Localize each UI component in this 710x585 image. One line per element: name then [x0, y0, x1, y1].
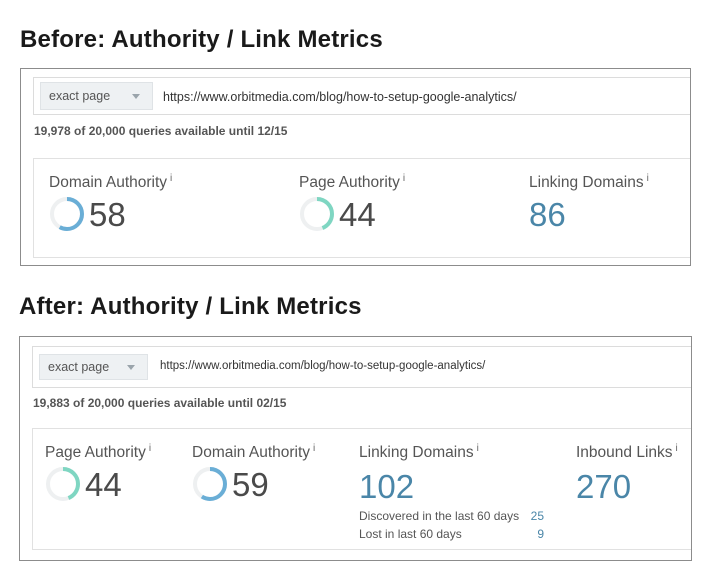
metric-value: 44	[85, 465, 122, 503]
scope-label: exact page	[48, 360, 110, 374]
after-heading: After: Authority / Link Metrics	[19, 293, 362, 320]
chevron-down-icon	[127, 365, 135, 370]
info-icon[interactable]: i	[402, 173, 406, 184]
after-metric-inbound-links: Inbound Links i 270	[576, 443, 678, 503]
before-quota-text: 19,978 of 20,000 queries available until…	[34, 124, 288, 138]
after-metric-page-authority: Page Authority i 44	[45, 443, 151, 502]
before-url-input[interactable]: https://www.orbitmedia.com/blog/how-to-s…	[163, 90, 517, 104]
info-icon[interactable]: i	[313, 443, 316, 454]
metric-value: 270	[576, 468, 632, 506]
metric-label: Page Authority	[299, 174, 400, 192]
metric-value: 44	[339, 195, 376, 233]
metric-label: Inbound Links	[576, 444, 673, 462]
metric-label: Page Authority	[45, 444, 146, 462]
scope-label: exact page	[49, 89, 111, 103]
before-metric-domain-authority: Domain Authority i 58	[49, 173, 172, 232]
metric-value: 102	[359, 468, 415, 506]
info-icon[interactable]: i	[675, 443, 678, 454]
score-ring-icon	[50, 197, 84, 232]
before-heading: Before: Authority / Link Metrics	[20, 26, 383, 53]
metric-value: 58	[89, 195, 126, 233]
before-metric-page-authority: Page Authority i 44	[299, 173, 405, 232]
score-ring-icon	[193, 467, 227, 502]
info-icon[interactable]: i	[170, 173, 173, 184]
after-panel: exact page https://www.orbitmedia.com/bl…	[19, 336, 692, 561]
score-ring-icon	[300, 197, 334, 232]
before-metrics-box: Domain Authority i 58 Page Authority i 44 …	[33, 158, 690, 258]
lost-row: Lost in last 60 days 9	[359, 527, 544, 541]
after-metric-domain-authority: Domain Authority i 59	[192, 443, 315, 502]
after-quota-text: 19,883 of 20,000 queries available until…	[33, 396, 287, 410]
before-panel: exact page https://www.orbitmedia.com/bl…	[20, 68, 691, 266]
info-icon[interactable]: i	[476, 443, 479, 454]
before-scope-dropdown[interactable]: exact page	[40, 82, 153, 110]
lost-value[interactable]: 9	[537, 527, 544, 542]
metric-value: 59	[232, 465, 269, 503]
info-icon[interactable]: i	[646, 173, 649, 184]
metric-label: Linking Domains	[359, 444, 474, 462]
discovered-label: Discovered in the last 60 days	[359, 509, 520, 524]
after-search-bar: exact page https://www.orbitmedia.com/bl…	[32, 346, 691, 388]
metric-label: Domain Authority	[192, 444, 311, 462]
chevron-down-icon	[132, 94, 140, 99]
metric-label: Domain Authority	[49, 174, 168, 192]
discovered-row: Discovered in the last 60 days 25	[359, 509, 544, 523]
before-search-bar: exact page https://www.orbitmedia.com/bl…	[33, 77, 690, 115]
score-ring-icon	[46, 467, 80, 502]
after-metric-linking-domains: Linking Domains i 102 Discovered in the l…	[359, 443, 544, 541]
after-metrics-box: Page Authority i 44 Domain Authority i 59 …	[32, 428, 691, 550]
discovered-value[interactable]: 25	[530, 509, 544, 524]
after-scope-dropdown[interactable]: exact page	[39, 354, 148, 380]
info-icon[interactable]: i	[148, 443, 152, 454]
lost-label: Lost in last 60 days	[359, 527, 462, 542]
before-metric-linking-domains: Linking Domains i 86	[529, 173, 649, 231]
metric-label: Linking Domains	[529, 174, 644, 192]
after-url-input[interactable]: https://www.orbitmedia.com/blog/how-to-s…	[160, 360, 486, 372]
metric-value: 86	[529, 196, 566, 234]
